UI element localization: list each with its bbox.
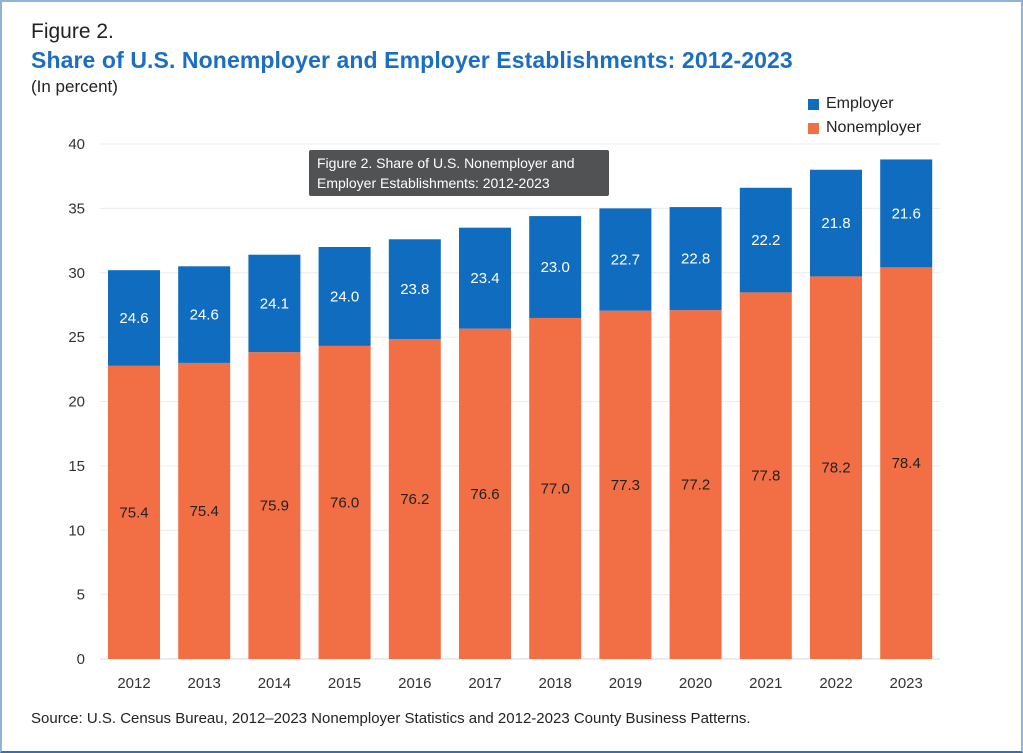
bar-nonemployer — [739, 292, 792, 659]
chart-title: Share of U.S. Nonemployer and Employer E… — [31, 47, 793, 73]
data-label-nonemployer: 77.3 — [611, 477, 640, 494]
data-label-nonemployer: 77.0 — [541, 480, 570, 497]
x-tick-label: 2017 — [468, 675, 501, 692]
legend: Employer Nonemployer — [808, 92, 921, 140]
data-label-nonemployer: 78.4 — [892, 455, 921, 472]
bar-nonemployer — [599, 310, 652, 659]
tooltip: Figure 2. Share of U.S. Nonemployer and … — [309, 150, 609, 196]
y-tick-label: 20 — [68, 394, 85, 411]
bar-employer — [739, 187, 792, 293]
bar-nonemployer — [108, 365, 160, 659]
bar-employer — [459, 227, 511, 329]
y-tick-label: 30 — [68, 265, 85, 282]
bar-nonemployer — [248, 352, 301, 659]
bar-employer — [248, 254, 301, 353]
x-tick-label: 2022 — [819, 675, 852, 692]
y-tick-label: 25 — [68, 329, 85, 346]
y-tick-label: 10 — [68, 522, 85, 539]
x-tick-label: 2016 — [398, 675, 431, 692]
data-label-nonemployer: 78.2 — [821, 460, 850, 477]
data-label-employer: 24.1 — [260, 295, 289, 312]
data-label-employer: 21.8 — [821, 215, 850, 232]
x-tick-label: 2021 — [749, 675, 782, 692]
x-tick-label: 2020 — [679, 675, 712, 692]
bar-nonemployer — [880, 267, 933, 659]
x-tick-label: 2019 — [609, 675, 642, 692]
data-label-employer: 22.7 — [611, 252, 640, 269]
bar-nonemployer — [178, 362, 231, 659]
data-label-nonemployer: 76.6 — [470, 486, 499, 503]
data-label-employer: 24.6 — [119, 310, 148, 327]
bar-nonemployer — [388, 339, 441, 659]
y-tick-label: 15 — [68, 458, 85, 475]
bar-employer — [599, 208, 652, 311]
legend-swatch-employer — [808, 98, 819, 110]
legend-label: Employer — [826, 95, 894, 112]
data-label-nonemployer: 75.4 — [119, 504, 148, 521]
x-tick-label: 2018 — [539, 675, 572, 692]
data-label-employer: 23.0 — [541, 259, 570, 276]
data-label-nonemployer: 75.9 — [260, 498, 289, 515]
legend-label: Nonemployer — [826, 119, 922, 136]
bar-employer — [178, 266, 231, 363]
chart-subtitle: (In percent) — [31, 77, 118, 96]
x-tick-label: 2015 — [328, 675, 361, 692]
bar-nonemployer — [529, 317, 582, 659]
x-tick-label: 2012 — [117, 675, 150, 692]
legend-swatch-nonemployer — [808, 122, 819, 134]
y-tick-label: 40 — [68, 136, 85, 153]
data-label-nonemployer: 75.4 — [190, 503, 219, 520]
bar-nonemployer — [459, 328, 511, 659]
bar-employer — [880, 159, 933, 268]
data-label-nonemployer: 76.0 — [330, 494, 359, 511]
bar-nonemployer — [318, 345, 371, 659]
bar-employer — [108, 270, 160, 366]
legend-item-nonemployer: Nonemployer — [808, 116, 921, 140]
source-note: Source: U.S. Census Bureau, 2012–2023 No… — [31, 710, 751, 727]
bar-employer — [810, 169, 862, 277]
data-label-nonemployer: 77.8 — [751, 468, 780, 485]
data-label-employer: 22.8 — [681, 251, 710, 268]
figure-label: Figure 2. — [31, 20, 114, 43]
y-tick-label: 0 — [77, 651, 85, 668]
bar-employer — [529, 216, 582, 318]
y-tick-label: 5 — [77, 587, 85, 604]
x-tick-label: 2013 — [188, 675, 221, 692]
bar-employer — [669, 207, 722, 311]
bar-employer — [318, 247, 371, 346]
legend-item-employer: Employer — [808, 92, 921, 116]
x-tick-label: 2014 — [258, 675, 291, 692]
bar-nonemployer — [810, 276, 862, 659]
data-label-employer: 21.6 — [892, 205, 921, 222]
data-label-employer: 24.6 — [190, 307, 219, 324]
data-label-nonemployer: 77.2 — [681, 477, 710, 494]
data-label-nonemployer: 76.2 — [400, 491, 429, 508]
data-label-employer: 22.2 — [751, 232, 780, 249]
data-label-employer: 24.0 — [330, 288, 359, 305]
x-tick-label: 2023 — [890, 675, 923, 692]
y-tick-label: 35 — [68, 200, 85, 217]
data-label-employer: 23.4 — [470, 270, 499, 287]
data-label-employer: 23.8 — [400, 281, 429, 298]
bar-nonemployer — [669, 310, 722, 659]
bar-employer — [388, 239, 441, 340]
